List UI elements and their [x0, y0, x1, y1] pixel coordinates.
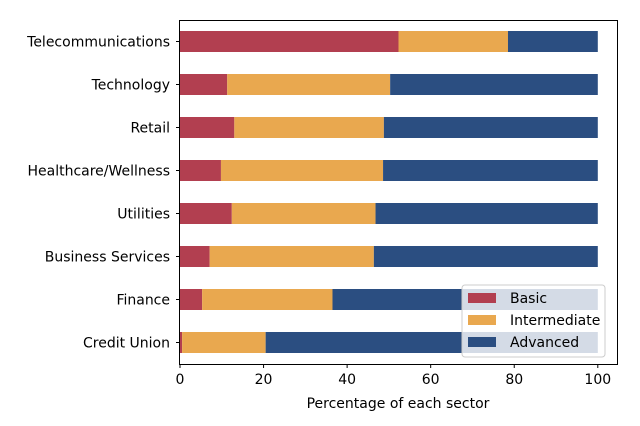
- y-tick-label: Business Services: [45, 250, 170, 266]
- bar-intermediate: [202, 289, 333, 310]
- y-tick-label: Healthcare/Wellness: [27, 164, 170, 180]
- x-tick-label: 0: [176, 372, 185, 388]
- x-tick-label: 80: [505, 372, 523, 388]
- y-tick-label: Technology: [91, 78, 170, 94]
- x-tick-label: 20: [255, 372, 273, 388]
- bar-basic: [180, 74, 228, 95]
- x-tick-label: 60: [422, 372, 440, 388]
- bar-basic: [180, 117, 235, 138]
- bar-intermediate: [398, 31, 508, 52]
- y-tick-label: Utilities: [117, 207, 170, 223]
- y-tick-label: Telecommunications: [26, 35, 170, 51]
- y-axis: Telecommunications Technology Retail Health…: [26, 35, 180, 352]
- bar-advanced: [373, 246, 598, 267]
- bar-intermediate: [182, 332, 266, 353]
- plot-frame: [179, 20, 618, 365]
- legend: Basic Intermediate Advanced: [461, 284, 606, 358]
- legend-swatch-basic: [468, 293, 496, 303]
- bar-advanced: [375, 203, 598, 224]
- bar-intermediate: [234, 117, 384, 138]
- bar-basic: [180, 332, 183, 353]
- x-tick-label: 100: [584, 372, 611, 388]
- legend-swatch-advanced: [468, 337, 496, 347]
- bar-basic: [180, 160, 221, 181]
- bar-intermediate: [227, 74, 391, 95]
- bar-intermediate: [231, 203, 376, 224]
- bar-advanced: [507, 31, 598, 52]
- bar-basic: [180, 203, 232, 224]
- bar-basic: [180, 246, 210, 267]
- legend-box: [461, 284, 606, 358]
- y-tick-label: Finance: [116, 293, 170, 309]
- bar-basic: [180, 31, 399, 52]
- y-tick-label: Retail: [130, 121, 170, 137]
- x-tick-label: 40: [338, 372, 356, 388]
- bar-advanced: [383, 160, 598, 181]
- bar-advanced: [390, 74, 598, 95]
- legend-label: Advanced: [510, 335, 579, 351]
- legend-label: Basic: [510, 291, 547, 307]
- bar-intermediate: [220, 160, 384, 181]
- legend-label: Intermediate: [510, 313, 600, 329]
- legend-swatch-intermediate: [468, 315, 496, 325]
- x-axis: 0 20 40 60 80 100: [176, 364, 611, 388]
- bar-basic: [180, 289, 203, 310]
- x-axis-label: Percentage of each sector: [307, 396, 490, 412]
- bar-intermediate: [209, 246, 374, 267]
- y-tick-label: Credit Union: [83, 336, 170, 352]
- bar-advanced: [383, 117, 598, 138]
